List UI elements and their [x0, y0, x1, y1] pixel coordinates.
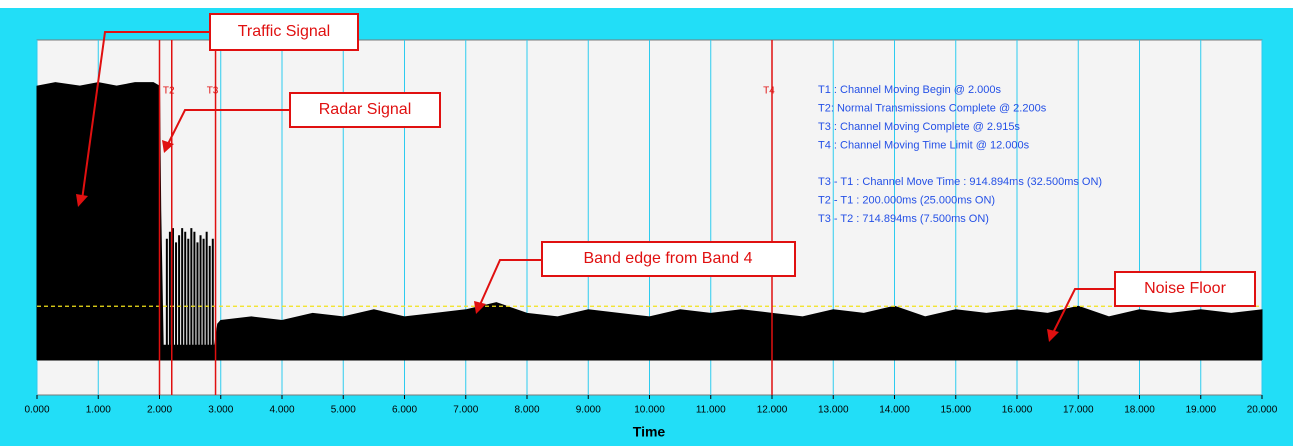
x-tick-label: 3.000	[208, 405, 233, 416]
annotation: T3 : Channel Moving Complete @ 2.915s	[818, 121, 1020, 133]
x-tick-label: 5.000	[331, 405, 356, 416]
annotation: T3 - T2 : 714.894ms (7.500ms ON)	[818, 213, 989, 225]
x-tick-label: 7.000	[453, 405, 478, 416]
marker-label: T3	[207, 86, 219, 97]
arrow	[166, 109, 292, 147]
callout-text: Noise Floor	[1144, 280, 1226, 297]
x-tick-label: 4.000	[269, 405, 294, 416]
callouts: Traffic Signal Radar Signal Band edge fr…	[76, 13, 1256, 342]
callout-box	[1114, 271, 1256, 307]
x-axis-label: Time	[633, 424, 666, 440]
x-tick-label: 17.000	[1063, 405, 1094, 416]
marker-label: T4	[763, 86, 775, 97]
x-tick-label: 10.000	[634, 405, 665, 416]
callout-box	[289, 92, 441, 128]
x-tick-label: 15.000	[940, 405, 971, 416]
arrow-head	[1047, 329, 1059, 342]
x-tick-label: 1.000	[86, 405, 111, 416]
arrow	[478, 259, 543, 308]
arrow-head	[162, 140, 174, 153]
x-tick-label: 12.000	[757, 405, 788, 416]
x-tick-label: 9.000	[576, 405, 601, 416]
x-tick-label: 13.000	[818, 405, 849, 416]
arrow	[81, 31, 212, 201]
callout-box	[541, 241, 796, 277]
x-tick-label: 16.000	[1002, 405, 1033, 416]
arrow	[1051, 288, 1117, 336]
callout-box	[209, 13, 359, 51]
arrow-head	[474, 301, 486, 314]
x-tick-label: 11.000	[696, 405, 726, 416]
x-tick-label: 0.000	[24, 405, 49, 416]
annotation: T4 : Channel Moving Time Limit @ 12.000s	[818, 139, 1030, 151]
annotation: T1 : Channel Moving Begin @ 2.000s	[818, 84, 1001, 96]
x-tick-label: 14.000	[879, 405, 910, 416]
x-tick-label: 8.000	[514, 405, 539, 416]
callout-text: Radar Signal	[319, 101, 412, 118]
callout-text: Band edge from Band 4	[583, 250, 752, 267]
annotation: T2 - T1 : 200.000ms (25.000ms ON)	[818, 194, 995, 206]
x-tick-label: 20.000	[1247, 405, 1278, 416]
marker-label: T2	[163, 86, 175, 97]
annotation: T3 - T1 : Channel Move Time : 914.894ms …	[818, 176, 1102, 188]
x-tick-label: 18.000	[1124, 405, 1155, 416]
x-tick-label: 6.000	[392, 405, 417, 416]
arrow-head	[76, 194, 88, 207]
x-tick-label: 19.000	[1185, 405, 1216, 416]
annotation: T2: Normal Transmissions Complete @ 2.20…	[818, 102, 1047, 114]
x-tick-label: 2.000	[147, 405, 172, 416]
callout-text: Traffic Signal	[238, 23, 330, 40]
